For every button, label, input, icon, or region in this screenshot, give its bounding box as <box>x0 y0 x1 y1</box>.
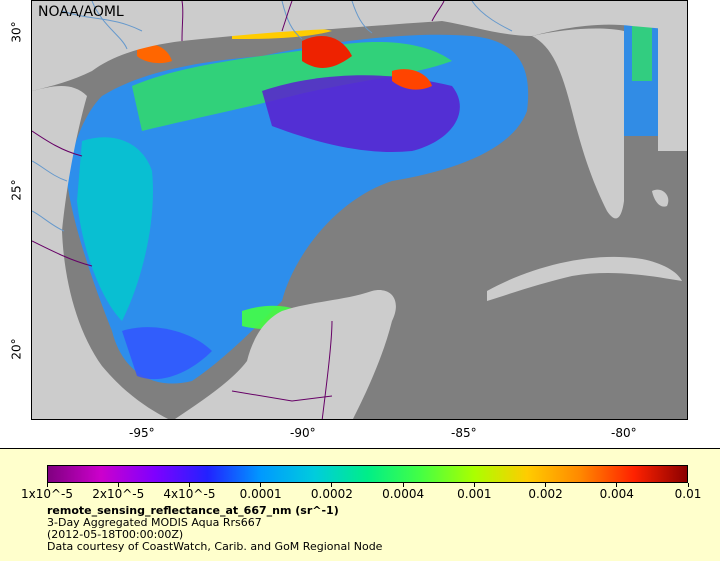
lat-label-20: 20° <box>9 338 24 360</box>
swath-coastal-red-louisiana <box>302 36 352 68</box>
legend-text: remote_sensing_reflectance_at_667_nm (sr… <box>47 505 382 553</box>
lon-label-90: -90° <box>290 426 316 440</box>
swath-violet-central <box>262 75 460 152</box>
colorbar-tick-mark <box>46 483 48 487</box>
colorbar-tick-label: 0.0002 <box>310 487 353 501</box>
colorbar-tick-mark <box>687 483 689 487</box>
colorbar-tick-label: 0.0001 <box>239 487 282 501</box>
lon-label-85: -85° <box>451 426 477 440</box>
colorbar-tick-mark <box>331 483 333 487</box>
colorbar-tick-mark <box>260 483 262 487</box>
lat-label-30: 30° <box>9 21 24 43</box>
lat-label-25: 25° <box>9 179 24 201</box>
variable-name: remote_sensing_reflectance_at_667_nm (sr… <box>47 504 339 517</box>
colorbar-tick-label: 0.0004 <box>382 487 425 501</box>
colorbar-tick-label: 1x10^-5 <box>20 487 74 501</box>
swath-cyan-west <box>77 137 153 321</box>
colorbar <box>47 465 688 483</box>
colorbar-tick-mark <box>616 483 618 487</box>
colorbar-tick-mark <box>117 483 119 487</box>
colorbar-tick-label: 0.004 <box>599 487 634 501</box>
colorbar-tick-mark <box>402 483 404 487</box>
colorbar-tick-label: 0.001 <box>457 487 492 501</box>
land-bahamas <box>652 189 669 207</box>
swath-east-strip-green <box>632 21 652 81</box>
land-yucatan <box>174 290 396 419</box>
legend-panel: 1x10^-5 2x10^-5 4x10^-5 0.0001 0.0002 0.0004 0… <box>0 448 720 561</box>
map-frame: NOAA/AOML <box>31 0 688 420</box>
land-mexico-west <box>32 86 169 419</box>
colorbar-tick-label: 0.002 <box>528 487 563 501</box>
land-florida <box>532 28 624 219</box>
credit-label: NOAA/AOML <box>38 4 124 20</box>
colorbar-gradient <box>48 466 687 482</box>
land-masses <box>32 1 687 419</box>
colorbar-tick-mark <box>545 483 547 487</box>
swath-blue-south <box>122 327 212 380</box>
land-cuba <box>487 256 682 301</box>
colorbar-tick-mark <box>473 483 475 487</box>
rivers <box>32 1 513 232</box>
map-canvas <box>32 1 687 419</box>
swath-coastal-orange-tx <box>137 44 172 64</box>
land-east-strip-top <box>658 1 687 151</box>
lon-label-95: -95° <box>129 426 155 440</box>
land-us-north <box>32 1 687 91</box>
colorbar-tick-label: 2x10^-5 <box>92 487 145 501</box>
data-courtesy: Data courtesy of CoastWatch, Carib. and … <box>47 540 383 553</box>
colorbar-tick-mark <box>188 483 190 487</box>
product-date: (2012-05-18T00:00:00Z) <box>47 528 184 541</box>
colorbar-tick-label: 0.01 <box>674 487 702 501</box>
lon-label-80: -80° <box>611 426 637 440</box>
colorbar-tick-label: 4x10^-5 <box>163 487 216 501</box>
political-borders <box>32 1 445 419</box>
swath-coastal-red-al <box>392 69 432 90</box>
product-name: 3-Day Aggregated MODIS Aqua Rrs667 <box>47 516 262 529</box>
